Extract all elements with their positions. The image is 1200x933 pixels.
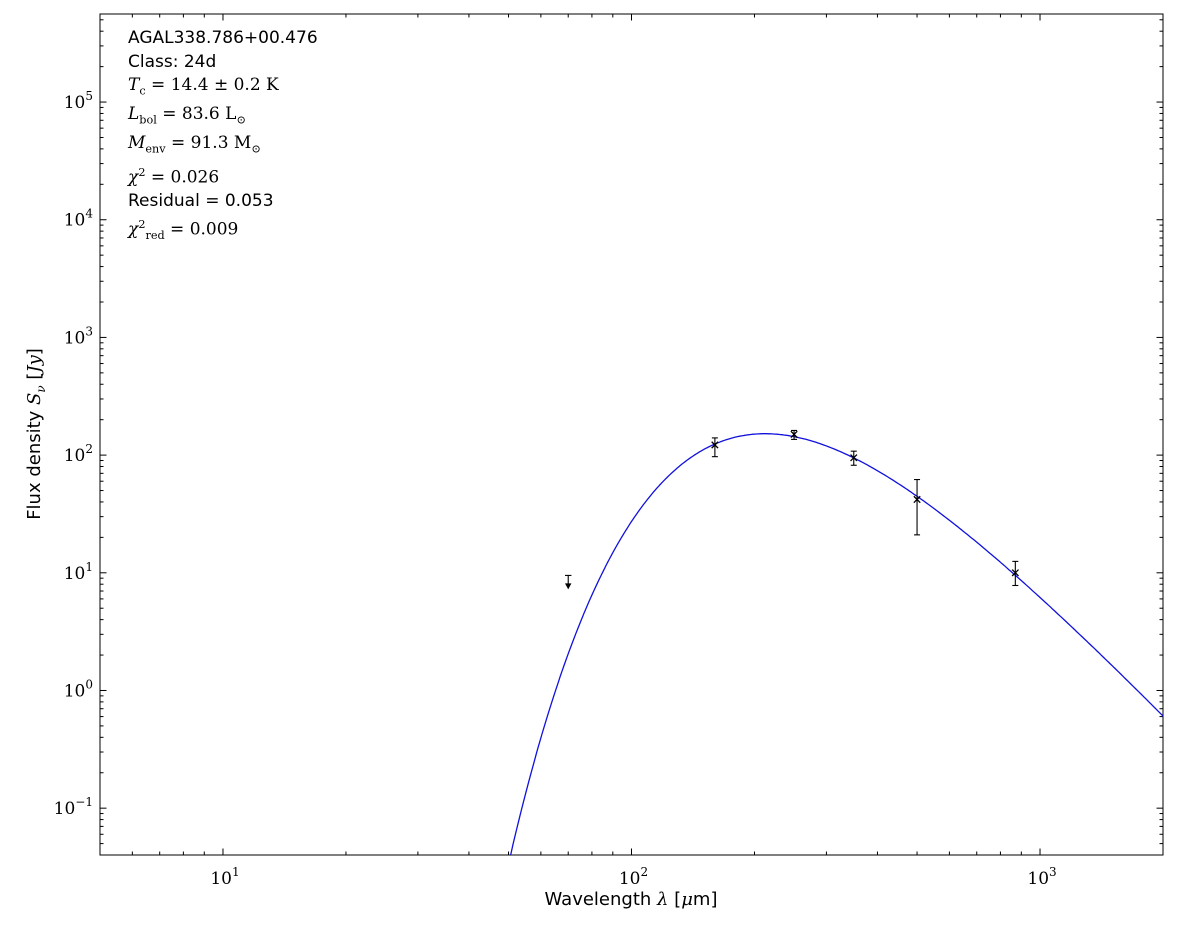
annotation-line: Tc = 14.4 ± 0.2 K [128, 74, 318, 103]
text-segment: Jy [24, 355, 46, 373]
annotation-line: χ2 = 0.026 [128, 161, 318, 190]
text-segment: ⊙ [251, 142, 261, 156]
y-tick-label: 105 [64, 89, 93, 113]
fit-parameters-annotation: AGAL338.786+00.476 Class: 24d Tc = 14.4 ± … [128, 27, 318, 248]
text-segment: c [139, 84, 146, 98]
text-segment: L [128, 103, 140, 124]
y-axis-label: Flux density Sν [Jy] [24, 348, 48, 520]
data-point [711, 437, 719, 458]
annotation-line: AGAL338.786+00.476 [128, 27, 318, 51]
text-segment: Flux density [24, 404, 46, 520]
text-segment: red [145, 229, 165, 243]
text-segment: μ [681, 889, 693, 910]
x-tick-label: 102 [619, 865, 648, 889]
text-segment: 2 [138, 165, 146, 179]
text-segment: Wavelength [544, 889, 658, 910]
text-segment: χ [128, 219, 139, 240]
text-segment: AGAL338.786+00.476 [128, 28, 318, 48]
x-tick-label: 103 [1027, 865, 1056, 889]
annotation-line: Lbol = 83.6 L⊙ [128, 103, 318, 132]
y-tick-label: 103 [64, 324, 93, 348]
y-tick-label: 101 [64, 560, 93, 584]
y-tick-label: 10−1 [54, 795, 93, 819]
data-point [790, 429, 798, 440]
text-segment: Class: 24d [128, 51, 217, 72]
text-segment: χ [128, 167, 139, 188]
text-segment: env [145, 142, 166, 156]
annotation-line: χ2red = 0.009 [128, 213, 318, 248]
text-segment: bol [139, 113, 157, 127]
text-segment: = 91.3 M [165, 132, 252, 153]
axis-ticks [100, 14, 1163, 855]
y-tick-label: 100 [64, 677, 93, 701]
text-segment: m [692, 889, 711, 910]
y-tick-label: 104 [64, 207, 94, 231]
text-segment: = 83.6 L [156, 103, 237, 124]
x-tick-label: 101 [210, 865, 239, 889]
upper-limit-marker [565, 574, 572, 590]
data-point [850, 450, 858, 466]
y-tick-label: 102 [64, 442, 93, 466]
text-segment: [ [24, 372, 46, 386]
x-axis-label: Wavelength λ [μm] [545, 889, 718, 910]
text-segment: ν [33, 385, 48, 393]
text-segment: = 14.4 ± 0.2 K [145, 75, 279, 95]
text-segment: = 0.009 [164, 219, 239, 240]
text-segment: T [128, 75, 140, 95]
photometry-points [565, 429, 1019, 590]
text-segment: λ [657, 889, 669, 910]
text-segment: [ [668, 889, 682, 910]
tick-labels: 101 102 103 10−1 100 101 102 103 104 105 [54, 89, 1057, 889]
fit-curve [509, 433, 1163, 855]
text-segment: = 0.026 [145, 167, 220, 188]
text-segment: ⊙ [236, 113, 246, 127]
text-segment: 2 [138, 218, 146, 232]
text-segment: M [128, 132, 146, 153]
annotation-line: Class: 24d [128, 51, 318, 75]
text-segment: ] [24, 348, 46, 356]
annotation-line: Residual = 0.053 [128, 190, 318, 214]
annotation-line: Menv = 91.3 M⊙ [128, 132, 318, 161]
data-point [1011, 560, 1019, 587]
text-segment: ] [710, 889, 718, 910]
data-point [913, 478, 921, 536]
text-segment: Residual = 0.053 [128, 190, 274, 211]
text-segment: S [24, 392, 46, 405]
